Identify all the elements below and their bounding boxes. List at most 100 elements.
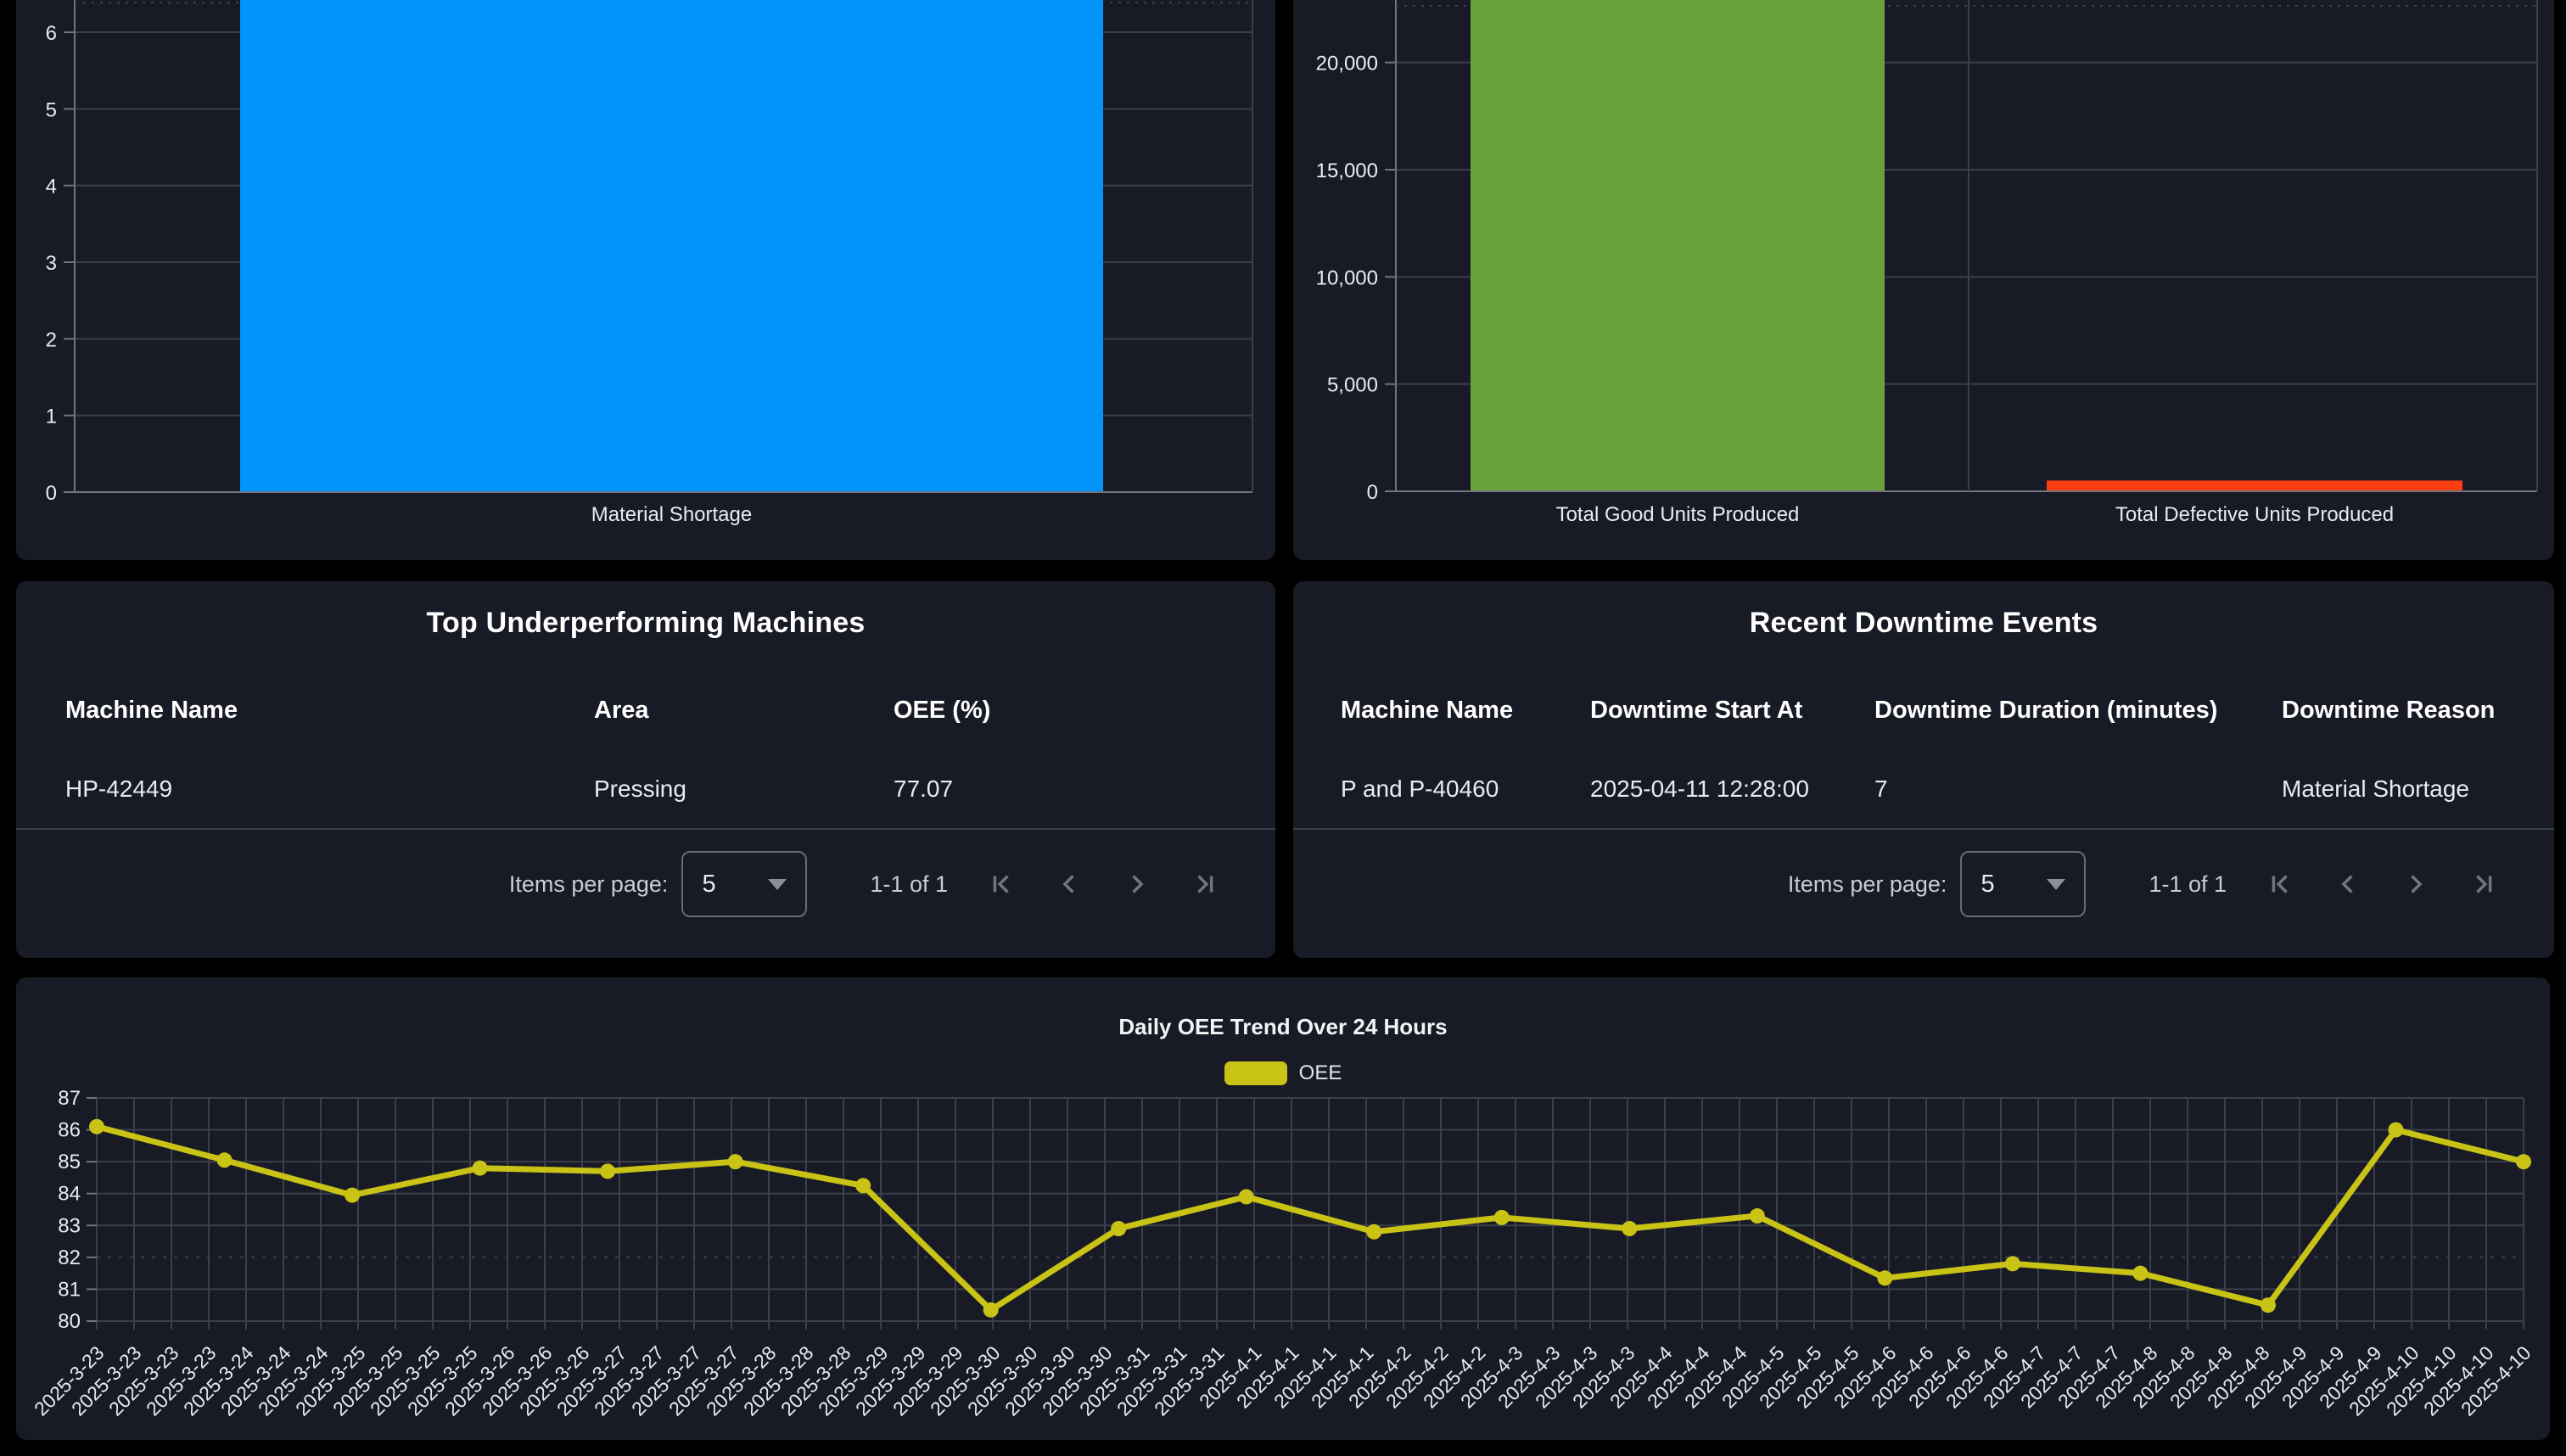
column-header-downtime-duration: Downtime Duration (minutes) bbox=[1874, 697, 2218, 724]
page-range-label: 1-1 of 1 bbox=[870, 871, 948, 897]
oee-trend-chart: 80 81 82 83 84 85 86 87 2025-3-23 2025-3-23 2025-3… bbox=[16, 977, 2550, 1440]
grid: 80 81 82 83 84 85 86 87 bbox=[58, 1087, 2524, 1333]
svg-text:84: 84 bbox=[58, 1183, 81, 1206]
oee-point-0[interactable] bbox=[89, 1118, 104, 1134]
svg-text:81: 81 bbox=[58, 1278, 81, 1301]
svg-text:6: 6 bbox=[46, 22, 57, 45]
svg-text:4: 4 bbox=[46, 176, 57, 199]
page-size-select[interactable]: 5 bbox=[681, 851, 808, 917]
oee-point-13[interactable] bbox=[1749, 1208, 1765, 1224]
oee-point-17[interactable] bbox=[2260, 1297, 2276, 1313]
downtime-by-reason-card: 0 1 2 3 4 5 6 Material Shortage bbox=[16, 0, 1275, 560]
next-page-button[interactable] bbox=[1121, 868, 1153, 900]
oee-point-3[interactable] bbox=[472, 1160, 488, 1176]
chevron-left-icon bbox=[2341, 875, 2353, 893]
oee-point-2[interactable] bbox=[345, 1187, 361, 1203]
units-produced-svg: 0 5,000 10,000 15,000 20,000 Total Good Units… bbox=[1316, 0, 2538, 526]
last-page-button[interactable] bbox=[2468, 868, 2500, 900]
oee-point-5[interactable] bbox=[727, 1154, 743, 1170]
oee-trend-line[interactable] bbox=[93, 1123, 2527, 1313]
category-label-material-shortage: Material Shortage bbox=[591, 503, 752, 526]
svg-text:80: 80 bbox=[58, 1310, 81, 1333]
bar-total-defective-units-produced[interactable] bbox=[2047, 480, 2462, 490]
card-title: Top Underperforming Machines bbox=[426, 607, 866, 639]
svg-text:82: 82 bbox=[58, 1246, 81, 1269]
oee-point-15[interactable] bbox=[2004, 1256, 2020, 1272]
svg-text:87: 87 bbox=[58, 1087, 81, 1110]
oee-point-11[interactable] bbox=[1493, 1209, 1510, 1225]
oee-point-4[interactable] bbox=[600, 1163, 616, 1179]
paginator: Items per page: 5 1-1 of 1 bbox=[1788, 850, 2500, 918]
card-title: Recent Downtime Events bbox=[1749, 607, 2098, 639]
page-size-value: 5 bbox=[1981, 870, 1995, 898]
units-produced-card: 0 5,000 10,000 15,000 20,000 Total Good Units… bbox=[1293, 0, 2554, 560]
first-page-icon bbox=[2272, 875, 2288, 893]
cell-downtime-duration: 7 bbox=[1874, 776, 1888, 802]
items-per-page-label: Items per page: bbox=[1787, 871, 1947, 897]
bars bbox=[240, 0, 1103, 491]
category-label-total-defective-units-produced: Total Defective Units Produced bbox=[2115, 503, 2394, 526]
oee-point-7[interactable] bbox=[983, 1302, 999, 1318]
oee-point-8[interactable] bbox=[1111, 1221, 1127, 1237]
svg-text:83: 83 bbox=[58, 1214, 81, 1237]
next-page-button[interactable] bbox=[2400, 868, 2432, 900]
bar-total-good-units-produced[interactable] bbox=[1471, 0, 1885, 490]
chart-legend[interactable]: OEE bbox=[16, 1061, 2550, 1085]
items-per-page-label: Items per page: bbox=[508, 871, 669, 897]
legend-swatch-oee bbox=[1224, 1061, 1287, 1085]
svg-text:0: 0 bbox=[46, 482, 57, 505]
previous-page-button[interactable] bbox=[2332, 868, 2364, 900]
paginator-buttons bbox=[985, 868, 1221, 900]
first-page-button[interactable] bbox=[985, 868, 1017, 900]
column-header-downtime-start: Downtime Start At bbox=[1590, 697, 1803, 724]
cell-machine-name: P and P-40460 bbox=[1341, 776, 1499, 802]
svg-text:85: 85 bbox=[58, 1151, 81, 1173]
chevron-left-icon bbox=[1062, 875, 1074, 893]
svg-text:0: 0 bbox=[1367, 481, 1378, 504]
category-label-total-good-units-produced: Total Good Units Produced bbox=[1556, 503, 1800, 526]
oee-trend-svg: 80 81 82 83 84 85 86 87 2025-3-232025-3-232025-3… bbox=[30, 1087, 2535, 1420]
svg-text:5,000: 5,000 bbox=[1327, 374, 1378, 397]
page-size-value: 5 bbox=[702, 870, 716, 898]
svg-text:5: 5 bbox=[46, 98, 57, 121]
bar-material-shortage[interactable] bbox=[240, 0, 1103, 491]
chevron-right-icon bbox=[1132, 875, 1144, 893]
last-page-icon bbox=[1197, 875, 1213, 893]
chart-title: Daily OEE Trend Over 24 Hours bbox=[1118, 1014, 1448, 1039]
x-axis-labels: 2025-3-232025-3-232025-3-232025-3-232025… bbox=[30, 1341, 2535, 1420]
oee-point-19[interactable] bbox=[2516, 1154, 2531, 1170]
top-underperforming-machines-card: Top Underperforming Machines Machine Nam… bbox=[16, 581, 1275, 958]
downtime-by-reason-chart: 0 1 2 3 4 5 6 Material Shortage bbox=[16, 0, 1275, 560]
svg-text:20,000: 20,000 bbox=[1316, 53, 1378, 76]
column-header-machine-name: Machine Name bbox=[65, 697, 238, 724]
downtime-reasons-svg: 0 1 2 3 4 5 6 Material Shortage bbox=[46, 0, 1253, 526]
recent-downtime-events-card: Recent Downtime Events Machine Name Down… bbox=[1293, 581, 2554, 958]
oee-point-10[interactable] bbox=[1366, 1224, 1382, 1240]
oee-point-18[interactable] bbox=[2388, 1122, 2404, 1138]
last-page-button[interactable] bbox=[1189, 868, 1221, 900]
column-header-machine-name: Machine Name bbox=[1341, 697, 1514, 724]
first-page-icon bbox=[993, 875, 1009, 893]
first-page-button[interactable] bbox=[2264, 868, 2296, 900]
previous-page-button[interactable] bbox=[1053, 868, 1085, 900]
oee-trend-card: Daily OEE Trend Over 24 Hours OEE 80 81 82… bbox=[16, 977, 2550, 1440]
cell-downtime-reason: Material Shortage bbox=[2282, 776, 2470, 802]
last-page-icon bbox=[2476, 875, 2492, 893]
cell-machine-name: HP-42449 bbox=[65, 776, 173, 802]
cell-downtime-start: 2025-04-11 12:28:00 bbox=[1590, 776, 1809, 802]
dropdown-arrow-icon bbox=[2047, 878, 2066, 890]
oee-point-1[interactable] bbox=[216, 1152, 233, 1168]
oee-point-14[interactable] bbox=[1877, 1270, 1893, 1286]
oee-point-9[interactable] bbox=[1238, 1189, 1254, 1205]
page-range-label: 1-1 of 1 bbox=[2149, 871, 2227, 897]
oee-point-16[interactable] bbox=[2132, 1265, 2149, 1281]
svg-text:15,000: 15,000 bbox=[1316, 160, 1378, 182]
cell-oee: 77.07 bbox=[894, 776, 954, 802]
svg-text:86: 86 bbox=[58, 1119, 81, 1142]
oee-point-12[interactable] bbox=[1622, 1221, 1638, 1237]
row-divider bbox=[16, 828, 1275, 830]
oee-point-6[interactable] bbox=[855, 1178, 871, 1194]
dropdown-arrow-icon bbox=[768, 878, 787, 890]
page-size-select[interactable]: 5 bbox=[1960, 851, 2087, 917]
